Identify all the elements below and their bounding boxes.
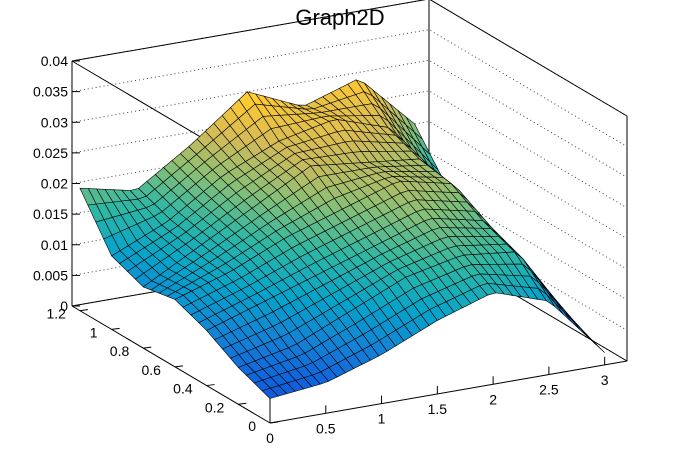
x-tick-label: 2 [489, 391, 497, 407]
surface-cell [563, 310, 580, 330]
y-tick-label: 0.8 [110, 343, 130, 359]
z-tick-label: 0.015 [33, 206, 68, 222]
z-tick-label: 0.02 [41, 176, 68, 192]
x-tick-label: 0 [266, 430, 274, 446]
y-tick [111, 327, 120, 330]
z-tick-label: 0.01 [41, 237, 68, 253]
frame-edge [71, 0, 427, 62]
x-tick-label: 1 [378, 411, 386, 427]
y-tick-label: 0.4 [173, 381, 193, 397]
frame-edge [269, 360, 628, 424]
y-tick [238, 402, 247, 405]
y-tick [206, 384, 215, 387]
grid-line [71, 29, 628, 148]
y-tick [174, 365, 184, 368]
surface-cell [554, 302, 572, 322]
z-tick-label: 0 [60, 298, 68, 314]
surface-cell [261, 387, 279, 399]
y-tick-label: 1 [90, 324, 98, 340]
z-tick-label: 0.025 [33, 145, 68, 161]
frame-edge [429, 0, 628, 117]
axis-layer: 0 0.005 0.01 0.015 0.02 0.025 0.03 0.035 0.04 0 0.… [33, 53, 609, 446]
z-tick-label: 0.04 [41, 53, 68, 69]
y-tick-label: 0 [248, 418, 256, 434]
y-tick [143, 346, 152, 349]
z-tick-label: 0.035 [33, 84, 68, 100]
surface-layer [79, 79, 605, 399]
grid-line [71, 59, 628, 178]
z-tick-label: 0.03 [41, 114, 68, 130]
x-tick-label: 0.5 [316, 420, 336, 436]
grid-line [71, 90, 628, 209]
z-tick-label: 0.005 [33, 267, 68, 283]
y-tick-label: 1.2 [46, 306, 66, 322]
frame-edge [71, 305, 271, 424]
y-tick [269, 421, 279, 424]
surface-cell [546, 294, 564, 315]
x-tick-label: 1.5 [428, 401, 448, 417]
x-tick-label: 3 [601, 372, 609, 388]
y-tick-label: 0.2 [205, 399, 225, 415]
y-tick-label: 0.6 [141, 362, 161, 378]
y-tick [79, 309, 88, 312]
x-tick-label: 2.5 [539, 382, 559, 398]
